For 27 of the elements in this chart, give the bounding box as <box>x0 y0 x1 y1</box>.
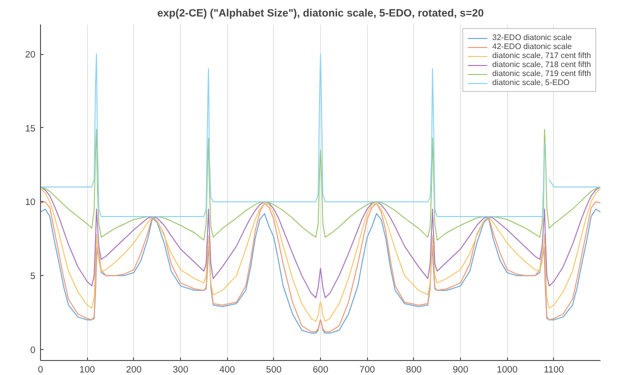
x-tick-label: 300 <box>172 364 188 374</box>
legend-label: 32-EDO diatonic scale <box>492 33 572 42</box>
legend-label: diatonic scale, 719 cent fifth <box>492 69 591 78</box>
y-tick-label: 0 <box>30 344 36 355</box>
line-series <box>40 186 600 298</box>
x-tick-label: 500 <box>266 364 282 374</box>
x-tick-label: 200 <box>126 364 142 374</box>
x-tick-label: 400 <box>219 364 235 374</box>
y-tick-label: 10 <box>25 197 36 208</box>
legend-label: 42-EDO diatonic scale <box>492 42 572 51</box>
x-tick-label: 700 <box>359 364 375 374</box>
y-tick-label: 5 <box>30 271 36 282</box>
legend-label: diatonic scale, 717 cent fifth <box>492 51 591 60</box>
x-tick-label: 1100 <box>544 364 564 374</box>
x-tick-label: 900 <box>452 364 468 374</box>
line-series <box>40 188 600 322</box>
x-tick-label: 600 <box>312 364 328 374</box>
line-series <box>40 128 600 241</box>
chart-title: exp(2-CE) ("Alphabet Size"), diatonic scale, 5-EDO, rotated, s=20 <box>157 8 484 20</box>
legend-label: diatonic scale, 5-EDO <box>492 78 570 87</box>
y-tick-label: 20 <box>25 50 36 60</box>
x-tick-label: 1000 <box>496 364 518 374</box>
y-tick-label: 15 <box>25 123 36 134</box>
x-tick-label: 100 <box>79 364 95 374</box>
x-tick-label: 0 <box>38 364 44 374</box>
legend-label: diatonic scale, 718 cent fifth <box>492 60 591 69</box>
x-tick-label: 800 <box>406 364 422 374</box>
